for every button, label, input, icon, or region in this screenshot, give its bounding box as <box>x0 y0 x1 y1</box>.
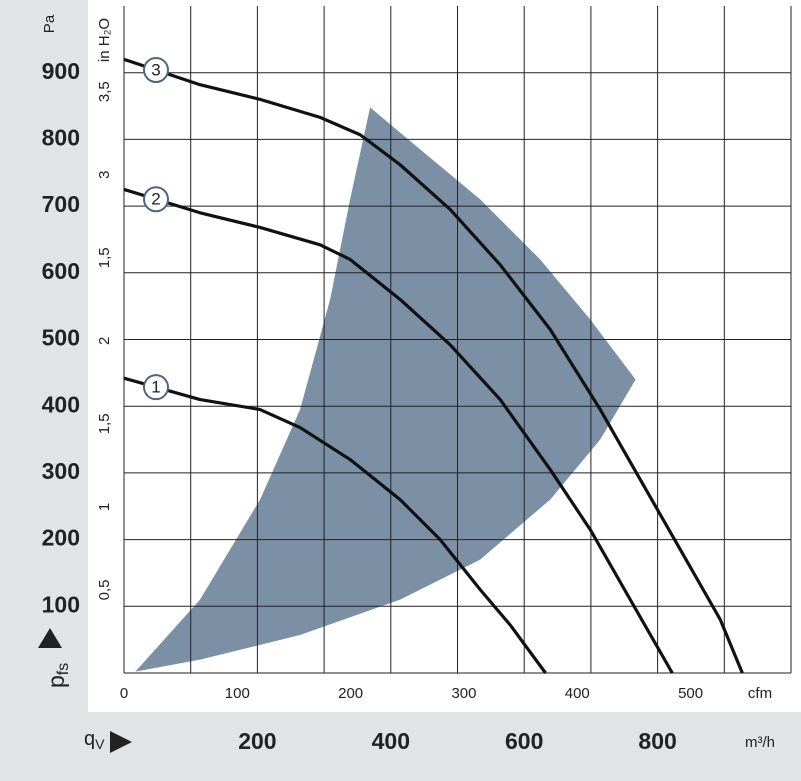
x-symbol-sub: V <box>95 736 105 752</box>
plot-area: 1 2 3 <box>123 6 792 674</box>
fan-curve <box>123 57 744 674</box>
y-tick-label: 700 <box>42 191 80 217</box>
fan-curve <box>123 376 547 674</box>
x2-tick-label: 200 <box>338 685 363 702</box>
y-symbol-sub: fs <box>55 663 72 675</box>
y2-label: in H₂O <box>96 18 113 62</box>
x-axis-symbol: qV <box>84 728 132 753</box>
curve-label: 2 <box>151 190 160 209</box>
left-band <box>0 0 88 781</box>
y-tick-label: 900 <box>42 58 80 84</box>
y-tick-label: 100 <box>42 591 80 617</box>
y-arrow <box>38 628 62 648</box>
x-tick-label: 600 <box>505 728 543 754</box>
y-tick-label: 500 <box>42 325 80 351</box>
y-symbol-main: p <box>43 675 69 688</box>
curve-marker <box>143 57 169 84</box>
x-label: m³/h <box>745 734 775 751</box>
x-symbol: qV <box>84 728 105 751</box>
y2-tick-label: 3,5 <box>96 81 113 102</box>
x-tick-label: 800 <box>638 728 676 754</box>
x2-tick-label: 400 <box>565 685 590 702</box>
x2-tick-label: 500 <box>678 685 703 702</box>
fan-curve <box>123 187 674 674</box>
x2-tick-label: 100 <box>225 685 250 702</box>
y2-tick-label: 0,5 <box>96 580 113 601</box>
x-arrow <box>110 731 132 753</box>
x2-label: cfm <box>748 685 772 702</box>
x2-tick-label: 0 <box>120 685 128 702</box>
y2-tick-label: 1,5 <box>96 413 113 434</box>
x2-tick-label: 300 <box>451 685 476 702</box>
y-axis-symbol: pfs <box>38 628 72 688</box>
y-tick-label: 400 <box>42 391 80 417</box>
curve-label: 1 <box>151 378 160 397</box>
operating-region <box>135 107 636 672</box>
x-symbol-main: q <box>84 728 95 750</box>
curve-marker <box>143 186 169 213</box>
y-tick-label: 200 <box>42 525 80 551</box>
y-label: Pa <box>41 14 58 33</box>
y2-tick-label: 1 <box>96 503 113 511</box>
y2-tick-label: 1,5 <box>96 247 113 268</box>
y2-tick-label: 2 <box>96 337 113 345</box>
y-tick-label: 600 <box>42 258 80 284</box>
x-tick-label: 400 <box>372 728 410 754</box>
y-tick-label: 300 <box>42 458 80 484</box>
bottom-band <box>0 712 801 781</box>
x-tick-label: 200 <box>238 728 276 754</box>
y-tick-label: 800 <box>42 124 80 150</box>
y-symbol: pfs <box>43 663 72 688</box>
curve-marker <box>143 374 169 401</box>
y2-tick-label: 3 <box>96 171 113 179</box>
curve-label: 3 <box>151 61 160 80</box>
